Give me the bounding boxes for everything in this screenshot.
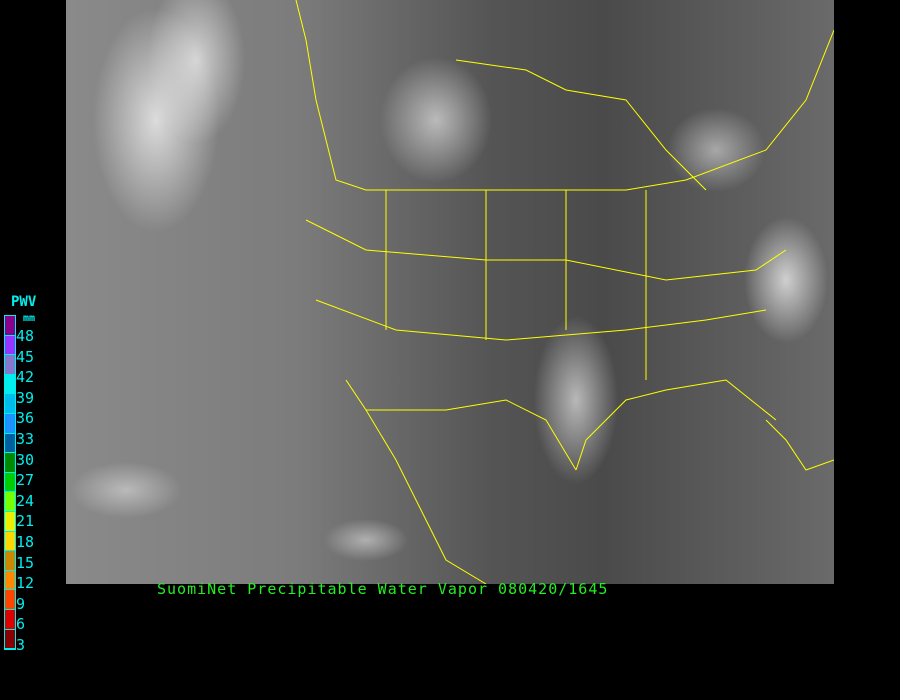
legend-title: PWV [11,294,37,310]
color-swatch [5,355,15,375]
color-swatch [5,590,15,610]
color-swatch [5,394,15,414]
color-scale-label: 45 [16,347,35,366]
color-swatch [5,629,15,650]
color-swatch [5,472,15,493]
color-swatch [5,570,15,591]
color-scale-label: 21 [16,512,35,531]
color-swatch [5,433,15,454]
color-swatch [5,316,15,336]
color-swatch [5,335,15,356]
color-swatch [5,492,15,512]
color-scale-label: 6 [16,615,26,634]
color-scale-bar [4,315,16,651]
color-scale-label: 48 [16,327,35,345]
color-swatch [5,551,15,571]
legend-unit: mm [23,313,36,324]
color-scale-label: 39 [16,388,35,407]
color-scale-label: 12 [16,574,35,593]
color-scale-label: 15 [16,553,35,572]
political-boundaries [295,0,834,584]
color-scale-label: 36 [16,409,35,428]
map-title: SuomiNet Precipitable Water Vapor 080420… [157,580,609,598]
color-scale-label: 24 [16,491,35,510]
color-swatch [5,453,15,473]
color-scale-label: 9 [16,594,26,613]
color-scale-label: 3 [16,636,26,654]
color-swatch [5,531,15,552]
color-swatch [5,374,15,395]
color-scale-label: 27 [16,471,35,490]
color-swatch [5,413,15,434]
color-scale-label: 33 [16,430,35,448]
color-scale-label: 42 [16,368,35,387]
color-swatch [5,609,15,630]
color-scale-label: 18 [16,533,35,551]
color-scale-label: 30 [16,450,35,469]
satellite-image [66,0,834,584]
color-swatch [5,511,15,532]
